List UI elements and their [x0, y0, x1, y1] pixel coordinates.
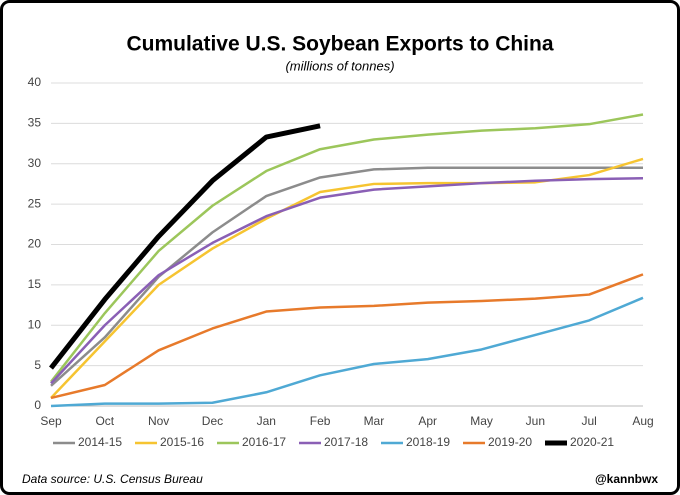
legend-label: 2019-20 — [488, 435, 532, 449]
x-tick-label: Mar — [364, 414, 385, 428]
source: Data source: U.S. Census Bureau — [22, 472, 203, 486]
x-tick-label: May — [470, 414, 493, 428]
legend-label: 2016-17 — [242, 435, 286, 449]
series-line — [49, 123, 321, 370]
y-tick-label: 25 — [28, 196, 42, 210]
legend-label: 2018-19 — [406, 435, 450, 449]
y-tick-label: 5 — [34, 358, 41, 372]
x-tick-label: Feb — [310, 414, 331, 428]
x-tick-label: Jul — [582, 414, 597, 428]
legend-label: 2014-15 — [78, 435, 122, 449]
series-line — [50, 166, 643, 387]
x-tick-label: Sep — [40, 414, 62, 428]
legend-label: 2017-18 — [324, 435, 368, 449]
y-tick-label: 20 — [28, 237, 42, 251]
x-tick-label: Aug — [632, 414, 653, 428]
x-tick-label: Apr — [418, 414, 437, 428]
legend-label: 2020-21 — [570, 435, 614, 449]
y-tick-label: 35 — [28, 116, 42, 130]
x-tick-label: Oct — [95, 414, 114, 428]
chart-title: Cumulative U.S. Soybean Exports to China — [126, 33, 553, 56]
y-tick-label: 30 — [28, 156, 42, 170]
x-tick-label: Jan — [257, 414, 276, 428]
y-tick-label: 15 — [28, 277, 42, 291]
series-line — [50, 273, 644, 400]
series-line — [50, 296, 644, 408]
chart-subtitle: (millions of tonnes) — [285, 58, 394, 73]
y-tick-label: 40 — [28, 75, 42, 89]
x-tick-label: Jun — [526, 414, 545, 428]
legend-label: 2015-16 — [160, 435, 204, 449]
series-line — [50, 113, 644, 383]
series-line — [50, 177, 644, 385]
y-tick-label: 0 — [34, 398, 41, 412]
y-tick-label: 10 — [28, 317, 42, 331]
credit: @kannbwx — [595, 472, 658, 486]
x-tick-label: Nov — [148, 414, 169, 428]
x-tick-label: Dec — [202, 414, 223, 428]
